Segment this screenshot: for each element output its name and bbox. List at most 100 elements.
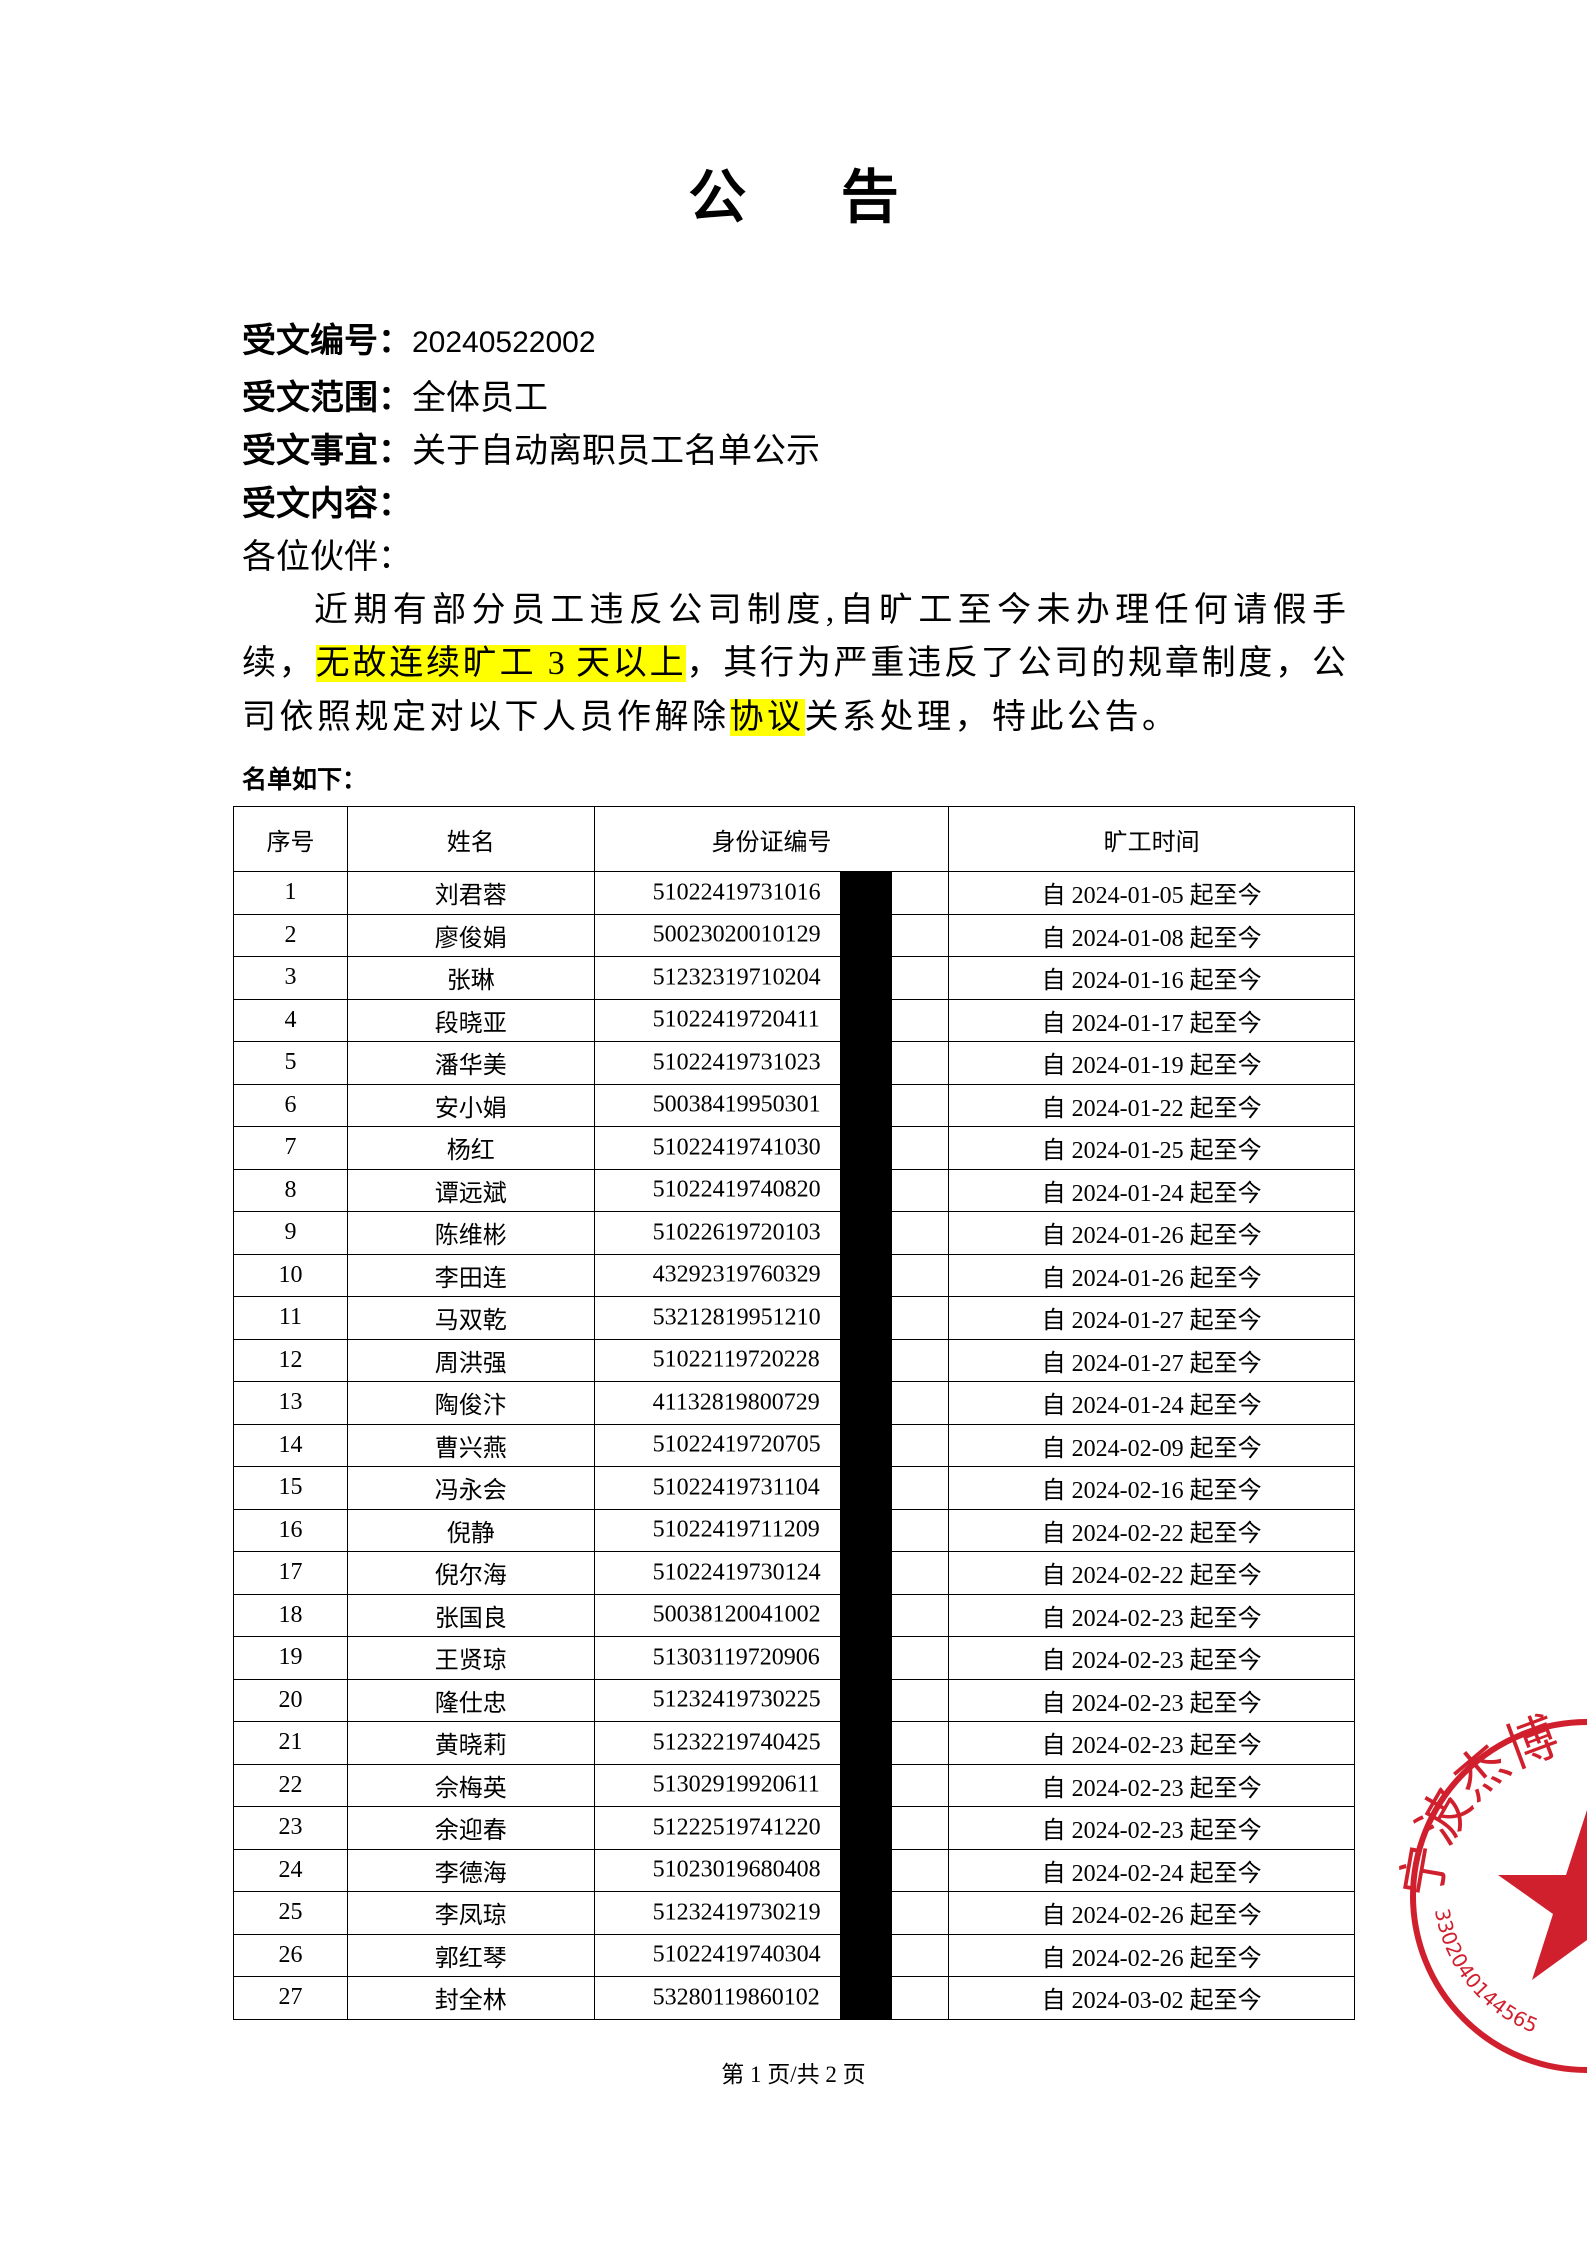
row-absence-time: 自 2024-01-24 起至今: [948, 1381, 1355, 1425]
row-index: 22: [233, 1763, 348, 1807]
id-number-text: 53212819951210: [652, 1304, 821, 1331]
row-name: 廖俊娟: [346, 913, 595, 957]
table-row: 24 李德海 51023019680408 自 2024-02-24 起至今: [233, 1848, 1355, 1892]
id-number-text: 51303119720906: [652, 1644, 820, 1671]
row-index: 6: [233, 1083, 348, 1127]
row-index: 8: [233, 1168, 348, 1212]
subject-label: 受文事宜：: [242, 433, 412, 470]
row-index: 25: [233, 1891, 348, 1935]
redaction-block: [839, 1297, 892, 1339]
id-number-text: 50038419950301: [652, 1091, 821, 1118]
row-absence-time: 自 2024-02-16 起至今: [948, 1466, 1355, 1510]
redaction-block: [839, 1552, 892, 1594]
row-absence-time: 自 2024-01-25 起至今: [948, 1126, 1355, 1170]
row-absence-time: 自 2024-02-24 起至今: [948, 1848, 1355, 1892]
paragraph-line: 近期有部分员工违反公司制度,自旷工至今未办理任何请假手: [314, 592, 1346, 629]
redaction-block: [839, 1382, 892, 1424]
row-name: 倪尔海: [346, 1551, 595, 1595]
row-name: 杨红: [346, 1126, 595, 1170]
doc-number-value: 20240522002: [412, 326, 596, 359]
header-index: 序号: [233, 806, 348, 872]
row-name: 段晓亚: [346, 998, 595, 1042]
id-number-text: 51022419740820: [652, 1176, 821, 1203]
id-number-text: 51232419730219: [652, 1899, 821, 1926]
row-absence-time: 自 2024-01-26 起至今: [948, 1211, 1355, 1255]
seal-name-text: 宁波杰博: [1391, 1706, 1566, 1902]
company-seal: 宁波杰博 3302040144565: [1391, 1706, 1587, 2073]
row-index: 10: [233, 1253, 348, 1297]
row-absence-time: 自 2024-01-08 起至今: [948, 913, 1355, 957]
redaction-block: [839, 999, 892, 1041]
row-name: 张琳: [346, 956, 595, 1000]
row-id-number: 51022419741030: [593, 1126, 950, 1170]
row-index: 13: [233, 1381, 348, 1425]
row-name: 隆仕忠: [346, 1678, 595, 1722]
scope-label: 受文范围：: [242, 380, 412, 417]
row-id-number: 50038120041002: [593, 1593, 950, 1637]
row-absence-time: 自 2024-01-22 起至今: [948, 1083, 1355, 1127]
doc-number-label: 受文编号：: [242, 323, 412, 360]
id-number-text: 51022419741030: [652, 1134, 821, 1161]
row-index: 9: [233, 1211, 348, 1255]
row-name: 倪静: [346, 1508, 595, 1552]
row-id-number: 51022619720103: [593, 1211, 950, 1255]
id-number-text: 51022419731104: [652, 1474, 820, 1501]
row-absence-time: 自 2024-02-22 起至今: [948, 1551, 1355, 1595]
seal-code-text: 3302040144565: [1430, 1906, 1541, 2037]
table-row: 1 刘君蓉 51022419731016 自 2024-01-05 起至今: [233, 871, 1355, 915]
table-row: 25 李凤琼 51232419730219 自 2024-02-26 起至今: [233, 1891, 1355, 1935]
table-row: 16 倪静 51022419711209 自 2024-02-22 起至今: [233, 1508, 1355, 1552]
row-absence-time: 自 2024-01-19 起至今: [948, 1041, 1355, 1085]
row-id-number: 43292319760329: [593, 1253, 950, 1297]
row-name: 马双乾: [346, 1296, 595, 1340]
table-row: 13 陶俊汴 41132819800729 自 2024-01-24 起至今: [233, 1381, 1355, 1425]
row-id-number: 51022119720228: [593, 1338, 950, 1382]
table-row: 2 廖俊娟 50023020010129 自 2024-01-08 起至今: [233, 913, 1355, 957]
redaction-block: [839, 1807, 892, 1849]
row-absence-time: 自 2024-03-02 起至今: [948, 1976, 1355, 2020]
row-absence-time: 自 2024-02-26 起至今: [948, 1891, 1355, 1935]
redaction-block: [839, 1594, 892, 1636]
id-number-text: 51022419731023: [652, 1049, 821, 1076]
table-row: 10 李田连 43292319760329 自 2024-01-26 起至今: [233, 1253, 1355, 1297]
row-id-number: 51222519741220: [593, 1806, 950, 1850]
redaction-block: [839, 1424, 892, 1466]
redaction-block: [839, 1892, 892, 1934]
row-absence-time: 自 2024-02-22 起至今: [948, 1508, 1355, 1552]
page-title: 公 告: [688, 165, 939, 230]
row-id-number: 41132819800729: [593, 1381, 950, 1425]
row-absence-time: 自 2024-02-09 起至今: [948, 1423, 1355, 1467]
list-label: 名单如下：: [242, 767, 368, 794]
redaction-block: [839, 1722, 892, 1764]
row-name: 张国良: [346, 1593, 595, 1637]
row-name: 余迎春: [346, 1806, 595, 1850]
row-absence-time: 自 2024-02-26 起至今: [948, 1933, 1355, 1977]
row-name: 郭红琴: [346, 1933, 595, 1977]
paragraph-line: 续，无故连续旷工 3 天以上，其行为严重违反了公司的规章制度，公: [242, 644, 1346, 684]
header-id-number: 身份证编号: [593, 806, 950, 872]
row-index: 11: [233, 1296, 348, 1340]
row-id-number: 51022419731016: [593, 871, 950, 915]
row-id-number: 51022419720705: [593, 1423, 950, 1467]
greeting: 各位伙伴：: [242, 539, 412, 576]
paragraph-text: 续，: [242, 645, 316, 682]
row-id-number: 51232219740425: [593, 1721, 950, 1765]
id-number-text: 50038120041002: [652, 1601, 821, 1628]
row-id-number: 51022419740304: [593, 1933, 950, 1977]
redaction-block: [839, 1764, 892, 1806]
id-number-text: 43292319760329: [652, 1261, 821, 1288]
table-row: 8 谭远斌 51022419740820 自 2024-01-24 起至今: [233, 1168, 1355, 1212]
table-row: 4 段晓亚 51022419720411 自 2024-01-17 起至今: [233, 998, 1355, 1042]
redaction-block: [839, 1169, 892, 1211]
row-index: 17: [233, 1551, 348, 1595]
redaction-block: [839, 914, 892, 956]
row-index: 18: [233, 1593, 348, 1637]
row-index: 19: [233, 1636, 348, 1680]
redaction-block: [839, 1339, 892, 1381]
table-row: 7 杨红 51022419741030 自 2024-01-25 起至今: [233, 1126, 1355, 1170]
highlighted-text: 无故连续旷工 3 天以上: [315, 645, 687, 682]
id-number-text: 50023020010129: [652, 921, 821, 948]
id-number-text: 51232219740425: [652, 1729, 821, 1756]
content-line: 受文内容：: [242, 485, 412, 525]
id-number-text: 51022419720411: [652, 1006, 820, 1033]
